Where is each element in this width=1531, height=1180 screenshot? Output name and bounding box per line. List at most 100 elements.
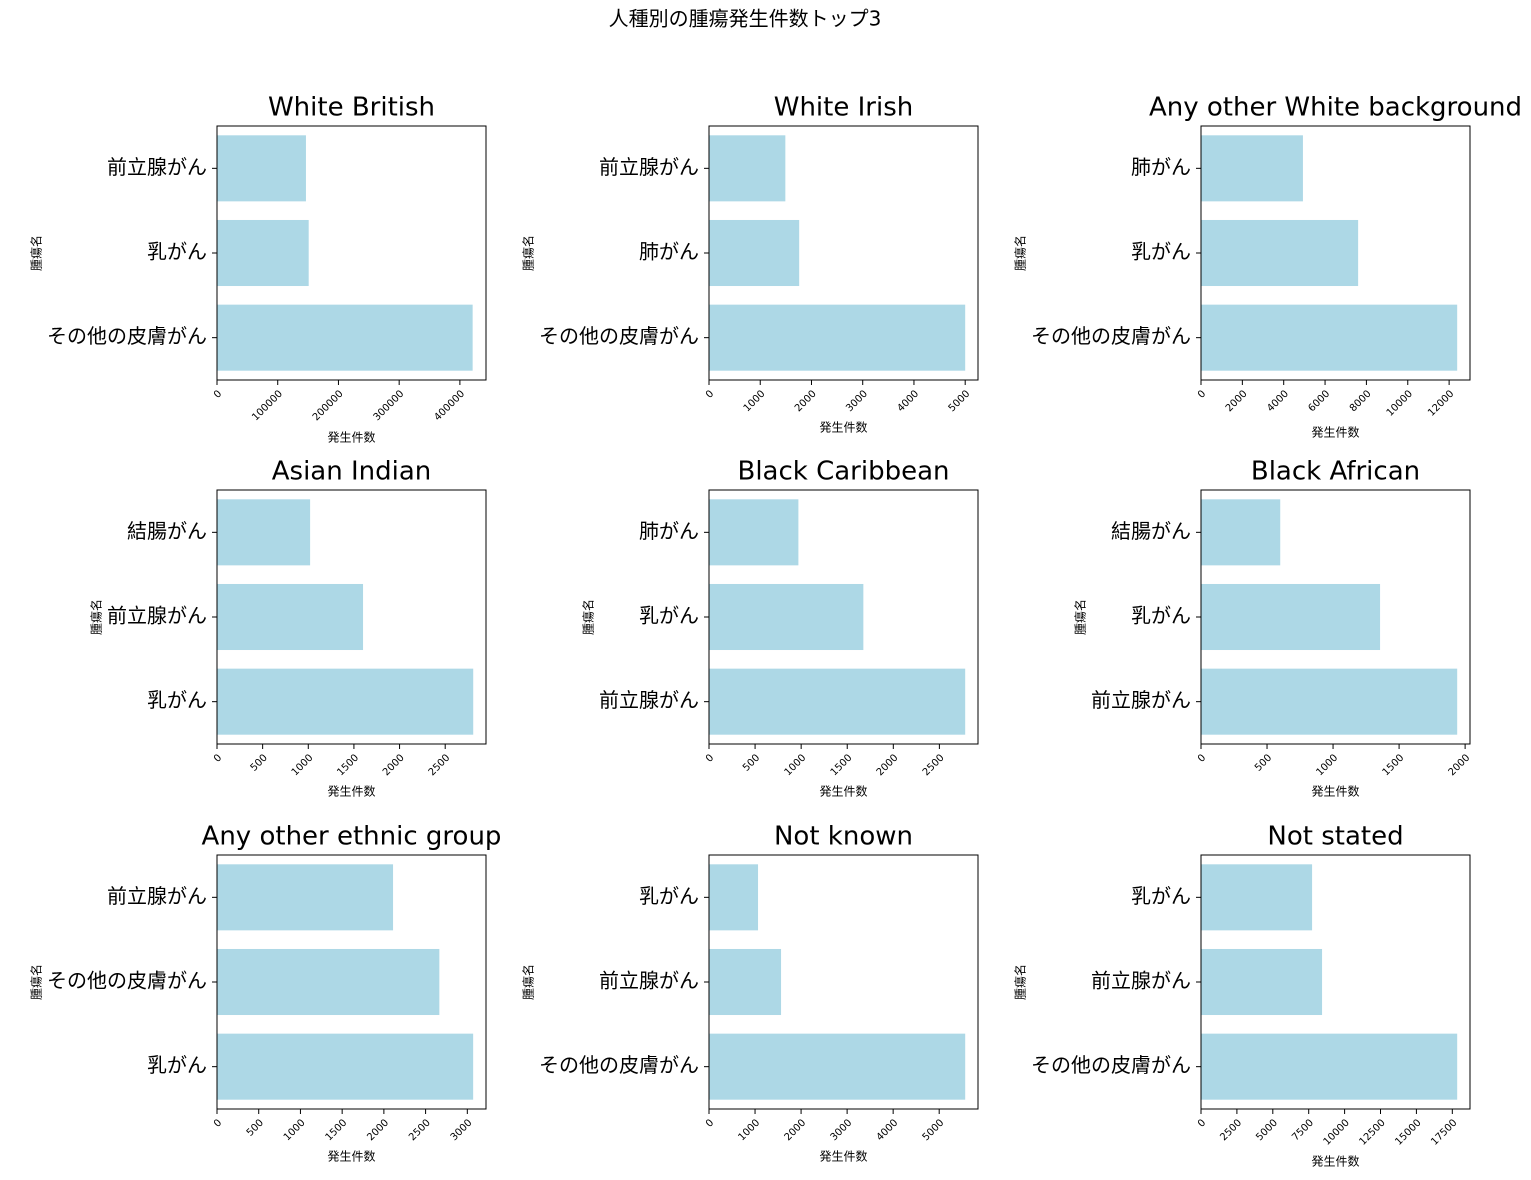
y-axis-label: 腫瘍名 <box>1013 964 1028 1000</box>
x-tick-label: 500 <box>249 752 270 773</box>
bar <box>709 499 799 566</box>
y-tick-label: 乳がん <box>147 688 207 712</box>
x-tick-label: 10000 <box>1322 1117 1352 1147</box>
x-tick-label: 0 <box>1196 388 1208 400</box>
y-tick-label: 乳がん <box>639 884 699 908</box>
subplot-title: Black African <box>1251 457 1420 487</box>
x-tick-label: 2000 <box>793 388 819 414</box>
bar <box>709 304 966 371</box>
x-tick-label: 1000 <box>290 752 316 778</box>
y-tick-label: その他の皮膚がん <box>539 1053 699 1077</box>
bar <box>217 864 394 931</box>
y-tick-label: 前立腺がん <box>107 604 207 628</box>
x-axis-label: 発生件数 <box>1311 425 1359 440</box>
bar <box>217 304 473 371</box>
y-tick-label: その他の皮膚がん <box>47 969 207 993</box>
bar <box>709 668 966 735</box>
y-tick-label: 前立腺がん <box>599 969 699 993</box>
y-tick-label: 前立腺がん <box>1091 688 1191 712</box>
x-tick-label: 2000 <box>1447 752 1473 778</box>
x-axis-label: 発生件数 <box>819 783 867 798</box>
x-tick-label: 2000 <box>875 752 901 778</box>
bar <box>217 135 306 202</box>
x-tick-label: 2000 <box>1224 388 1250 414</box>
y-tick-label: 乳がん <box>1131 240 1191 264</box>
x-tick-label: 2500 <box>427 752 453 778</box>
subplot-title: Black Caribbean <box>737 457 949 487</box>
bar <box>709 1033 966 1100</box>
x-tick-label: 0 <box>704 388 716 400</box>
subplot-title: Any other ethnic group <box>202 822 502 852</box>
x-tick-label: 0 <box>212 752 224 764</box>
y-tick-label: 前立腺がん <box>599 155 699 179</box>
plot-frame <box>708 489 979 745</box>
x-axis-label: 発生件数 <box>327 783 375 798</box>
x-tick-label: 4000 <box>1265 388 1291 414</box>
bar <box>217 499 311 566</box>
x-tick-label: 4000 <box>895 388 921 414</box>
x-axis-label: 発生件数 <box>327 430 375 445</box>
x-tick-label: 2500 <box>407 1117 433 1143</box>
x-tick-label: 2000 <box>365 1117 391 1143</box>
y-axis-label: 腫瘍名 <box>581 599 596 635</box>
y-tick-label: 前立腺がん <box>1091 969 1191 993</box>
x-tick-label: 2500 <box>1218 1117 1244 1143</box>
x-tick-label: 200000 <box>311 388 346 423</box>
y-axis-label: 腫瘍名 <box>89 599 104 635</box>
bar <box>709 135 786 202</box>
x-tick-label: 3000 <box>844 388 870 414</box>
x-tick-label: 300000 <box>372 388 407 423</box>
bar <box>709 219 800 287</box>
x-tick-label: 0 <box>212 388 224 400</box>
bar <box>1201 948 1323 1016</box>
x-axis-label: 発生件数 <box>1311 1154 1359 1169</box>
bar <box>709 864 759 931</box>
y-axis-label: 腫瘍名 <box>29 235 44 271</box>
x-tick-label: 1000 <box>783 752 809 778</box>
y-tick-label: その他の皮膚がん <box>539 324 699 348</box>
x-tick-label: 0 <box>704 1117 716 1129</box>
bar <box>1201 864 1313 931</box>
x-tick-label: 0 <box>1196 752 1208 764</box>
x-tick-label: 17500 <box>1429 1117 1459 1147</box>
bar <box>1201 219 1359 287</box>
y-tick-label: 肺がん <box>639 240 699 264</box>
bar <box>217 583 364 651</box>
x-tick-label: 1500 <box>1381 752 1407 778</box>
x-tick-label: 500 <box>741 752 762 773</box>
y-axis-label: 腫瘍名 <box>29 964 44 1000</box>
subplot-title: White British <box>268 93 435 123</box>
plot-frame <box>1200 854 1471 1110</box>
x-axis-label: 発生件数 <box>327 1148 375 1163</box>
y-tick-label: 結腸がん <box>1111 519 1191 543</box>
x-tick-label: 5000 <box>947 388 973 414</box>
y-tick-label: 結腸がん <box>127 519 207 543</box>
figure-title: 人種別の腫瘍発生件数トップ3 <box>609 7 882 31</box>
plot-frame <box>1200 489 1471 745</box>
bar <box>217 219 309 287</box>
x-tick-label: 1500 <box>335 752 361 778</box>
x-tick-label: 100000 <box>250 388 285 423</box>
x-tick-label: 8000 <box>1348 388 1374 414</box>
x-tick-label: 1000 <box>737 1117 763 1143</box>
x-tick-label: 4000 <box>875 1117 901 1143</box>
y-tick-label: 乳がん <box>1131 604 1191 628</box>
y-tick-label: 乳がん <box>639 604 699 628</box>
bar <box>1201 668 1458 735</box>
y-axis-label: 腫瘍名 <box>521 964 536 1000</box>
x-tick-label: 400000 <box>432 388 467 423</box>
y-tick-label: 前立腺がん <box>599 688 699 712</box>
x-tick-label: 2000 <box>381 752 407 778</box>
y-tick-label: 乳がん <box>1131 884 1191 908</box>
y-tick-label: その他の皮膚がん <box>47 324 207 348</box>
bar <box>1201 304 1458 371</box>
x-tick-label: 12500 <box>1357 1117 1387 1147</box>
y-tick-label: その他の皮膚がん <box>1031 1053 1191 1077</box>
subplot-title: Asian Indian <box>272 457 432 487</box>
x-tick-label: 500 <box>1253 752 1274 773</box>
subplot-title: White Irish <box>774 93 913 123</box>
x-tick-label: 1000 <box>1315 752 1341 778</box>
bar <box>1201 499 1281 566</box>
x-tick-label: 6000 <box>1307 388 1333 414</box>
